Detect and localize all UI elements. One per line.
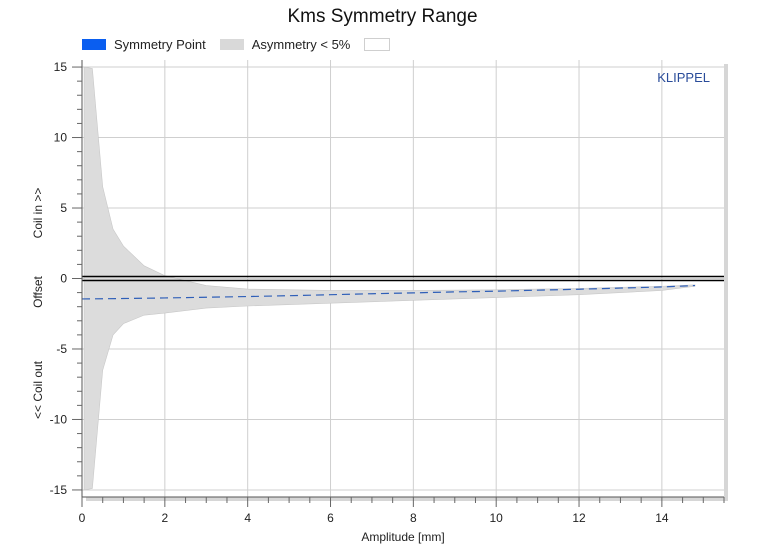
legend-swatch-blank <box>364 37 391 51</box>
y-tick-label: 0 <box>60 272 67 286</box>
x-tick-label: 0 <box>79 511 86 525</box>
y-tick-label: 5 <box>60 201 67 215</box>
asymmetry-band <box>83 66 696 491</box>
x-tick-label: 14 <box>655 511 669 525</box>
x-tick-label: 6 <box>327 511 334 525</box>
legend-label-symmetry-point: Symmetry Point <box>114 36 206 52</box>
y-tick-label: 10 <box>54 131 68 145</box>
y-tick-label: -10 <box>50 412 68 426</box>
y-tick-label: -15 <box>50 483 68 497</box>
y-tick-label: -5 <box>56 342 67 356</box>
legend-swatch-symmetry-point <box>82 38 106 50</box>
x-tick-label: 10 <box>490 511 504 525</box>
klippel-watermark: KLIPPEL <box>657 70 710 85</box>
legend-item-blank <box>364 37 398 51</box>
legend-swatch-asymmetry <box>219 38 244 50</box>
x-axis-label: Amplitude [mm] <box>361 530 444 544</box>
legend: Symmetry Point Asymmetry < 5% <box>82 35 412 53</box>
x-tick-label: 2 <box>161 511 168 525</box>
legend-item-asymmetry: Asymmetry < 5% <box>219 36 351 52</box>
x-tick-label: 4 <box>244 511 251 525</box>
chart-title: Kms Symmetry Range <box>287 6 478 27</box>
legend-item-symmetry-point: Symmetry Point <box>82 37 206 52</box>
y-tick-label: 15 <box>54 60 68 74</box>
x-tick-label: 8 <box>410 511 417 525</box>
x-tick-label: 12 <box>572 511 586 525</box>
legend-label-asymmetry: Asymmetry < 5% <box>251 36 351 52</box>
